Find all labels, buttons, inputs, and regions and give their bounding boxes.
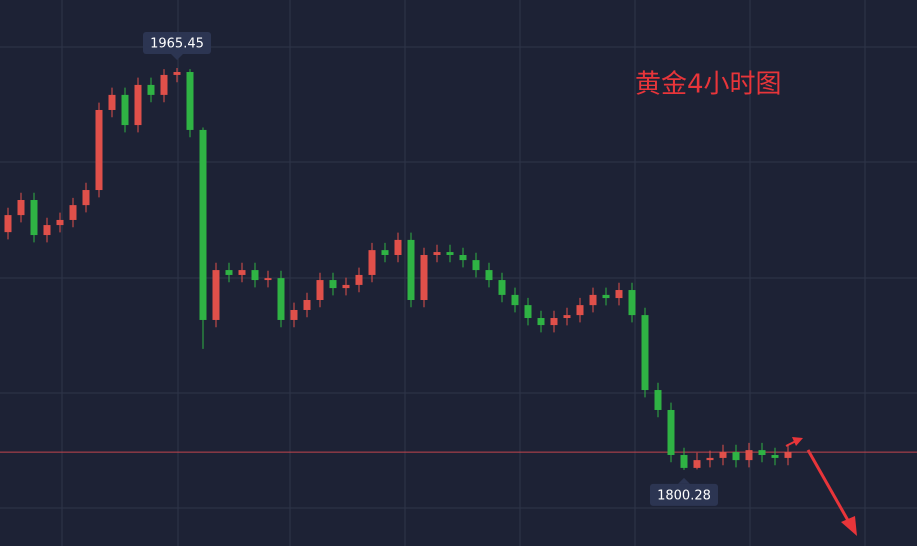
candle-body <box>69 205 77 220</box>
candle-body <box>524 305 532 319</box>
candle-body <box>498 280 506 295</box>
candle-body <box>355 274 363 285</box>
candle-body <box>212 270 220 320</box>
candle-body <box>251 270 259 281</box>
candle-body <box>537 318 545 326</box>
candle-body <box>745 450 753 461</box>
annotation-box <box>650 483 718 506</box>
candle-body <box>693 460 701 468</box>
candle-body <box>342 284 350 289</box>
candle-body <box>602 294 610 299</box>
candle-body <box>225 270 233 275</box>
candle-body <box>264 278 272 281</box>
candle-body <box>30 200 38 236</box>
candle-body <box>43 225 51 236</box>
candle-body <box>199 129 207 320</box>
candle-body <box>134 84 142 126</box>
candle-body <box>160 74 168 95</box>
candle-body <box>485 270 493 281</box>
candle-body <box>420 254 428 301</box>
candle-body <box>576 305 584 316</box>
annotation-label: 1800.28 <box>657 488 711 503</box>
candle-body <box>394 239 402 255</box>
candle-body <box>108 94 116 110</box>
candle-body <box>641 315 649 391</box>
candle-body <box>186 72 194 130</box>
candle-body <box>381 250 389 255</box>
candle-body <box>95 109 103 191</box>
candle-body <box>4 215 12 233</box>
candle-body <box>82 190 90 206</box>
annotation-label: 1965.45 <box>150 37 204 52</box>
candle-body <box>563 315 571 319</box>
candle-body <box>667 409 675 455</box>
candle-body <box>784 452 792 458</box>
candle-body <box>758 450 766 455</box>
candle-body <box>680 455 688 468</box>
candle-body <box>459 254 467 261</box>
candle-body <box>407 239 415 301</box>
arrows <box>785 437 857 536</box>
candle-body <box>446 252 454 255</box>
candle-body <box>719 452 727 458</box>
annotation-box <box>143 32 211 55</box>
candle-body <box>290 309 298 320</box>
candle-body <box>472 260 480 271</box>
candle-body <box>238 270 246 275</box>
annotation-pointer <box>171 54 183 61</box>
candle-body <box>654 390 662 410</box>
candle-body <box>511 294 519 306</box>
candle-body <box>316 280 324 301</box>
candle-body <box>56 219 64 226</box>
candle-body <box>17 200 25 216</box>
candle-body <box>732 452 740 461</box>
candle-body <box>550 318 558 326</box>
candle-body <box>589 294 597 306</box>
chart-title: 黄金4小时图 <box>635 70 782 100</box>
candle-body <box>628 290 636 316</box>
annotation-pointer <box>678 477 690 484</box>
candle-body <box>771 455 779 458</box>
candle-body <box>329 280 337 289</box>
candle-body <box>173 72 181 75</box>
candle-body <box>277 278 285 320</box>
candle-body <box>147 84 155 95</box>
candle-body <box>706 457 714 461</box>
candle-body <box>368 250 376 275</box>
candle-body <box>121 94 129 126</box>
candle-body <box>615 290 623 299</box>
candle-body <box>303 300 311 310</box>
candle-body <box>433 252 441 255</box>
